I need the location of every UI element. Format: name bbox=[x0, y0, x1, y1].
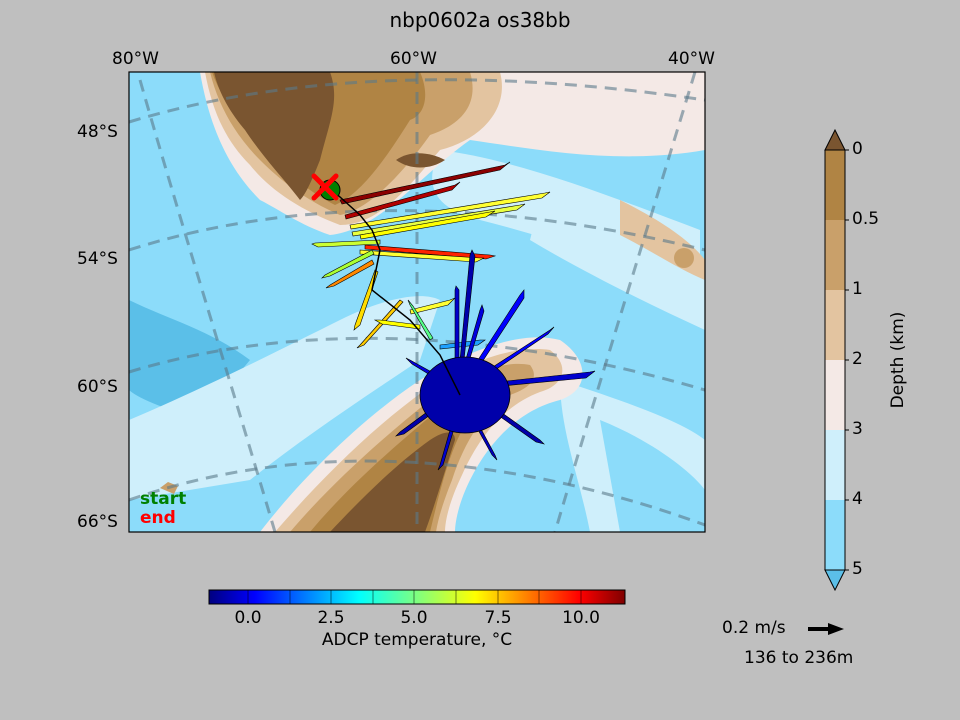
lon-label-40w: 40°W bbox=[668, 49, 715, 69]
temp-tick-0: 0.0 bbox=[234, 608, 262, 628]
graticule bbox=[129, 72, 705, 532]
depth-colorbar-label: Depth (km) bbox=[888, 311, 908, 409]
scale-arrow bbox=[808, 623, 844, 635]
depth-tick-3: 3 bbox=[852, 419, 863, 439]
scale-label: 0.2 m/s bbox=[722, 618, 786, 638]
lat-label-54s: 54°S bbox=[77, 249, 118, 269]
adcp-vectors bbox=[311, 161, 596, 471]
lat-label-48s: 48°S bbox=[77, 122, 118, 142]
plot-title: nbp0602a os38bb bbox=[389, 8, 571, 32]
legend-start: start bbox=[140, 489, 187, 509]
temp-colorbar-label: ADCP temperature, °C bbox=[321, 630, 513, 650]
temp-tick-5: 5.0 bbox=[400, 608, 428, 628]
lat-label-60s: 60°S bbox=[77, 377, 118, 397]
depth-tick-4: 4 bbox=[852, 489, 863, 509]
temp-tick-10: 10.0 bbox=[562, 608, 600, 628]
map-frame bbox=[128, 71, 706, 533]
depth-tick-5: 5 bbox=[852, 559, 863, 579]
scale-depth-range: 136 to 236m bbox=[744, 648, 854, 668]
lon-label-80w: 80°W bbox=[112, 49, 159, 69]
end-marker bbox=[311, 173, 339, 201]
depth-tick-0-5: 0.5 bbox=[852, 209, 880, 229]
lon-label-60w: 60°W bbox=[390, 49, 437, 69]
lat-label-66s: 66°S bbox=[77, 512, 118, 532]
depth-tick-1: 1 bbox=[852, 279, 863, 299]
legend-end: end bbox=[140, 508, 176, 528]
temp-tick-7-5: 7.5 bbox=[484, 608, 512, 628]
temp-tick-2-5: 2.5 bbox=[317, 608, 345, 628]
depth-colorbar bbox=[824, 128, 849, 592]
temperature-colorbar bbox=[208, 589, 626, 605]
depth-tick-0: 0 bbox=[852, 139, 863, 159]
depth-tick-2: 2 bbox=[852, 349, 863, 369]
